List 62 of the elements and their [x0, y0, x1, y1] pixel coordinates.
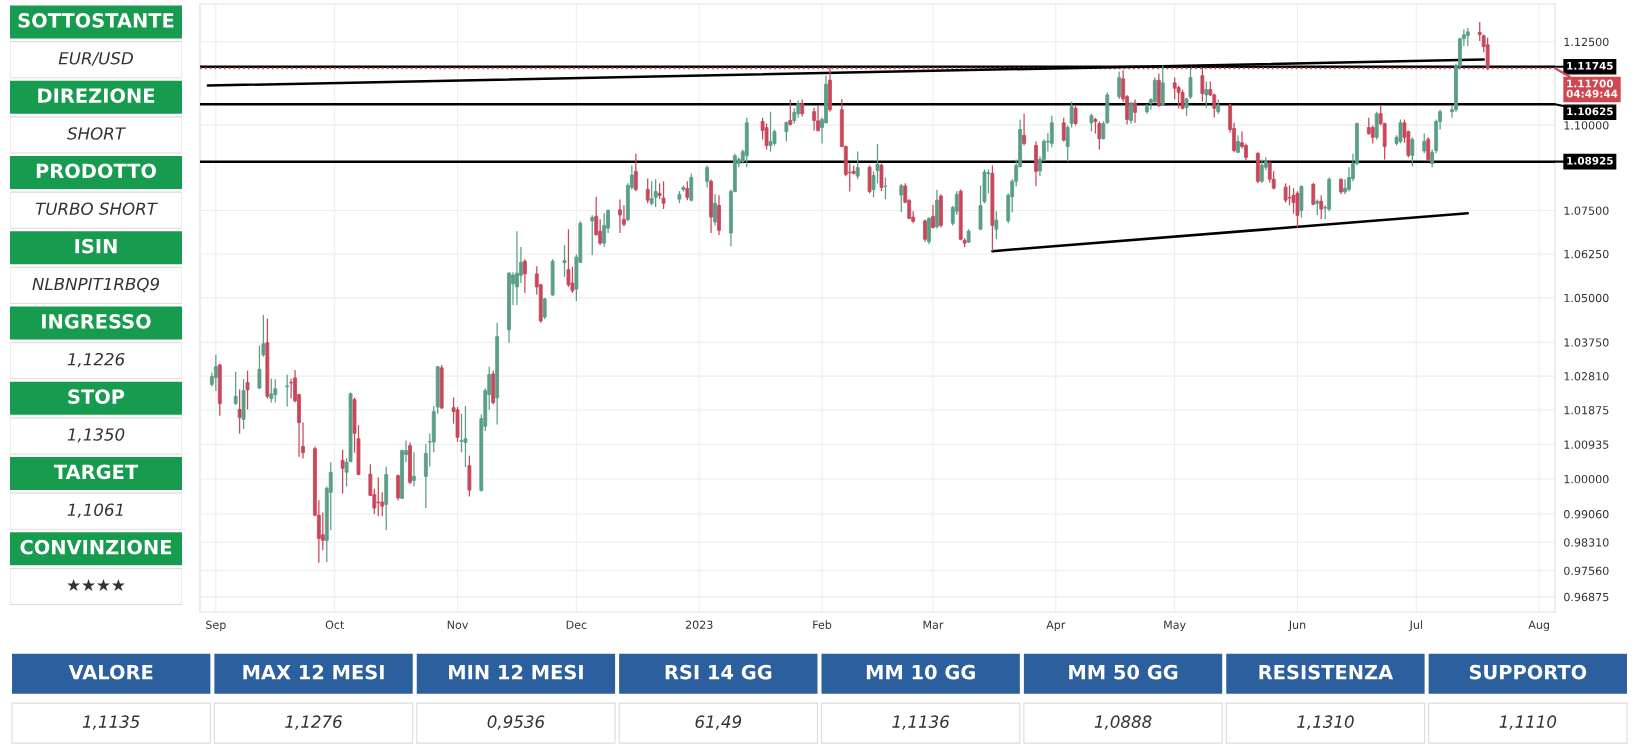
- text: 1,1226: [67, 352, 125, 368]
- text: TARGET: [53, 464, 139, 480]
- y-tick-label: 0.96875: [1564, 592, 1609, 602]
- text: MM 10 GG: [866, 664, 975, 680]
- x-tick-label: Sep: [206, 620, 226, 632]
- text: 0,9536: [487, 715, 545, 730]
- text: 1,1136: [892, 715, 950, 730]
- x-tick-label: May: [1164, 620, 1186, 632]
- text: SHORT: [67, 127, 127, 140]
- y-tick-label: 1.01875: [1564, 406, 1609, 415]
- text: 1,1276: [285, 715, 342, 730]
- text: 1,1135: [82, 715, 140, 730]
- text: STOP: [68, 389, 125, 404]
- ref-line-label: 1.11700 04:49:44: [1566, 79, 1618, 98]
- ref-line-label: 1.10625: [1567, 107, 1613, 116]
- ref-line-label: 1.08925: [1567, 156, 1613, 165]
- y-tick-label: 0.99060: [1564, 510, 1609, 519]
- text: 61,49: [695, 715, 742, 730]
- y-tick-label: 1.05000: [1564, 293, 1609, 303]
- text: RSI 14 GG: [665, 664, 772, 680]
- text: MIN 12 MESI: [449, 664, 583, 680]
- x-tick-label: Feb: [813, 620, 832, 629]
- x-tick-label: Oct: [325, 620, 345, 629]
- text: 1,1061: [67, 503, 123, 518]
- y-tick-label: 1.12500: [1564, 37, 1609, 47]
- y-tick-label: 1.10000: [1564, 121, 1609, 130]
- text: SUPPORTO: [1469, 664, 1587, 680]
- y-tick-label: 0.97560: [1564, 566, 1609, 576]
- y-tick-label: 1.06250: [1564, 249, 1609, 259]
- x-tick-label: Mar: [923, 620, 944, 629]
- y-tick-label: 1.02810: [1564, 372, 1609, 381]
- text: PRODOTTO: [36, 163, 156, 179]
- text: CONVINZIONE: [20, 539, 172, 555]
- text: DIREZIONE: [38, 88, 155, 103]
- x-tick-label: Aug: [1528, 620, 1549, 632]
- x-tick-label: 2023: [685, 620, 713, 629]
- text: SOTTOSTANTE: [18, 12, 174, 28]
- x-tick-label: Apr: [1046, 620, 1066, 632]
- y-tick-label: 0.98310: [1564, 538, 1609, 547]
- x-tick-label: Jun: [1288, 620, 1306, 631]
- text: ★★★★: [67, 578, 125, 592]
- text: NLBNPIT1RBQ9: [32, 277, 160, 293]
- y-tick-label: 1.07500: [1564, 206, 1609, 215]
- text: TURBO SHORT: [35, 202, 158, 216]
- text: 1,1310: [1297, 715, 1354, 730]
- text: ISIN: [75, 238, 117, 254]
- y-tick-label: 1.03750: [1564, 338, 1609, 347]
- ref-line-label: 1.11745: [1567, 62, 1613, 70]
- text: 1,0888: [1094, 715, 1152, 730]
- x-tick-label: Nov: [447, 620, 469, 629]
- text: 1,1110: [1499, 715, 1557, 730]
- y-tick-label: 1.00935: [1564, 440, 1609, 449]
- x-tick-label: Dec: [566, 620, 587, 629]
- text: EUR/USD: [58, 51, 133, 66]
- text: VALORE: [68, 664, 153, 680]
- y-tick-label: 1.00000: [1564, 474, 1609, 484]
- text: MAX 12 MESI: [243, 664, 384, 680]
- text: RESISTENZA: [1259, 664, 1394, 680]
- x-tick-label: Jul: [1409, 620, 1422, 631]
- text: INGRESSO: [42, 313, 151, 329]
- text: 1,1350: [67, 428, 125, 443]
- text: MM 50 GG: [1069, 664, 1178, 680]
